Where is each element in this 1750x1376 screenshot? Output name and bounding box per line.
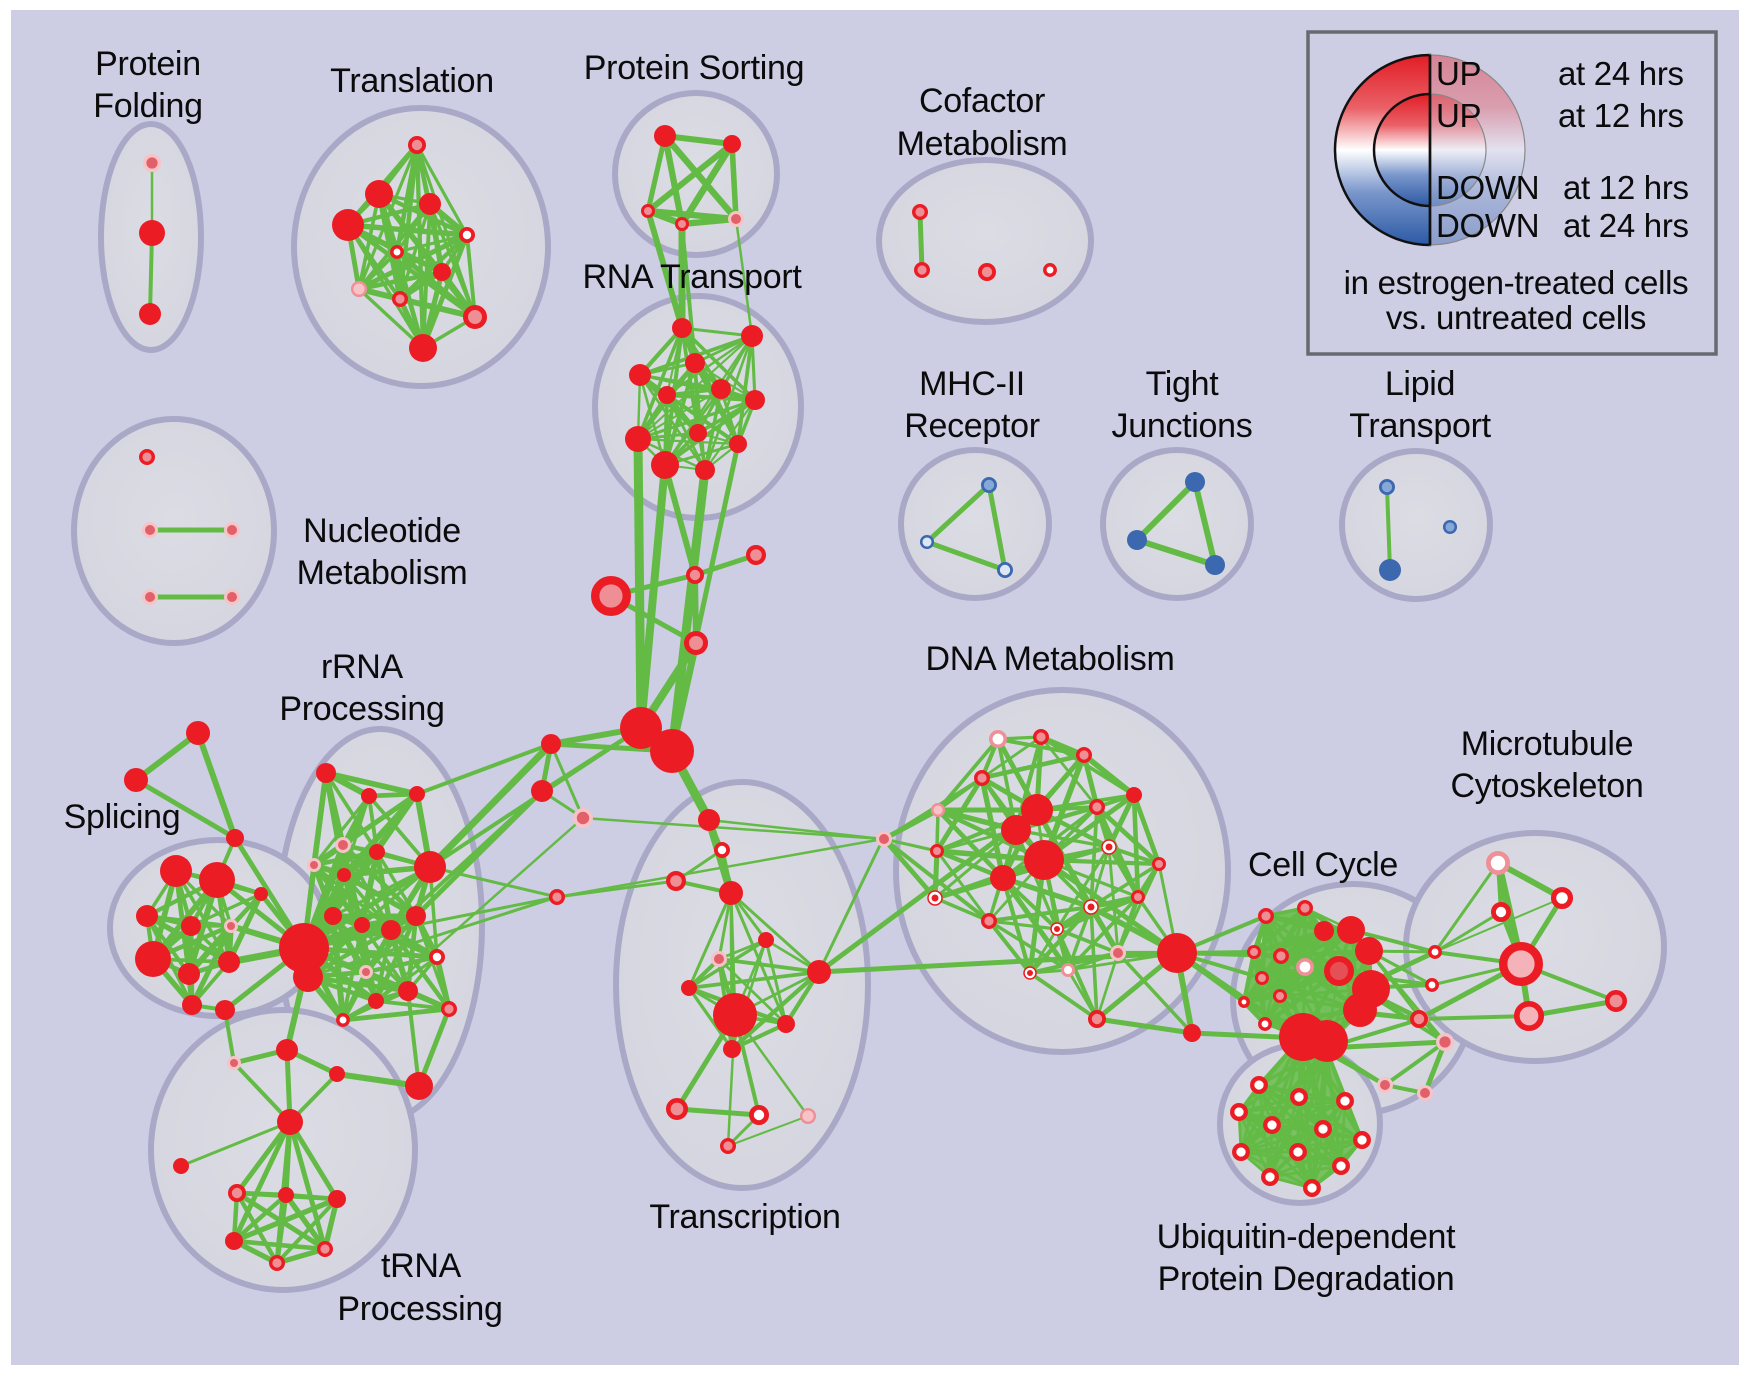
svg-text:Cytoskeleton: Cytoskeleton xyxy=(1451,767,1644,805)
svg-text:Ubiquitin-dependent: Ubiquitin-dependent xyxy=(1157,1218,1456,1256)
svg-text:Nucleotide: Nucleotide xyxy=(303,512,461,550)
svg-text:at 24 hrs: at 24 hrs xyxy=(1558,55,1684,92)
svg-text:UP: UP xyxy=(1436,97,1481,134)
svg-text:Protein Degradation: Protein Degradation xyxy=(1158,1260,1455,1298)
svg-text:Splicing: Splicing xyxy=(64,798,181,836)
svg-text:DOWN: DOWN xyxy=(1436,207,1539,244)
svg-text:Protein: Protein xyxy=(95,45,201,83)
svg-text:tRNA: tRNA xyxy=(381,1247,462,1285)
svg-text:Lipid: Lipid xyxy=(1385,365,1455,403)
svg-text:Receptor: Receptor xyxy=(904,407,1040,445)
svg-text:Processing: Processing xyxy=(279,690,444,728)
svg-text:Metabolism: Metabolism xyxy=(897,125,1068,163)
svg-text:Microtubule: Microtubule xyxy=(1461,725,1633,763)
svg-text:UP: UP xyxy=(1436,55,1481,92)
svg-text:DOWN: DOWN xyxy=(1436,169,1539,206)
svg-text:Transcription: Transcription xyxy=(649,1198,840,1236)
svg-text:in estrogen-treated cells: in estrogen-treated cells xyxy=(1344,264,1689,301)
svg-text:at 24 hrs: at 24 hrs xyxy=(1563,207,1689,244)
svg-text:Protein Sorting: Protein Sorting xyxy=(584,49,804,87)
svg-text:Folding: Folding xyxy=(93,87,202,125)
svg-text:Metabolism: Metabolism xyxy=(297,554,468,592)
svg-text:Cofactor: Cofactor xyxy=(919,82,1045,120)
svg-text:vs. untreated cells: vs. untreated cells xyxy=(1386,299,1646,336)
svg-text:Processing: Processing xyxy=(337,1290,502,1328)
svg-text:rRNA: rRNA xyxy=(321,648,404,686)
svg-text:DNA Metabolism: DNA Metabolism xyxy=(926,640,1175,678)
svg-text:Translation: Translation xyxy=(330,62,494,100)
svg-text:at 12 hrs: at 12 hrs xyxy=(1563,169,1689,206)
svg-text:Junctions: Junctions xyxy=(1112,407,1253,445)
svg-text:Transport: Transport xyxy=(1349,407,1491,445)
svg-text:at 12 hrs: at 12 hrs xyxy=(1558,97,1684,134)
svg-text:Tight: Tight xyxy=(1146,365,1220,403)
svg-text:MHC-II: MHC-II xyxy=(919,365,1025,403)
svg-text:RNA Transport: RNA Transport xyxy=(582,258,802,296)
svg-text:Cell Cycle: Cell Cycle xyxy=(1248,846,1398,884)
